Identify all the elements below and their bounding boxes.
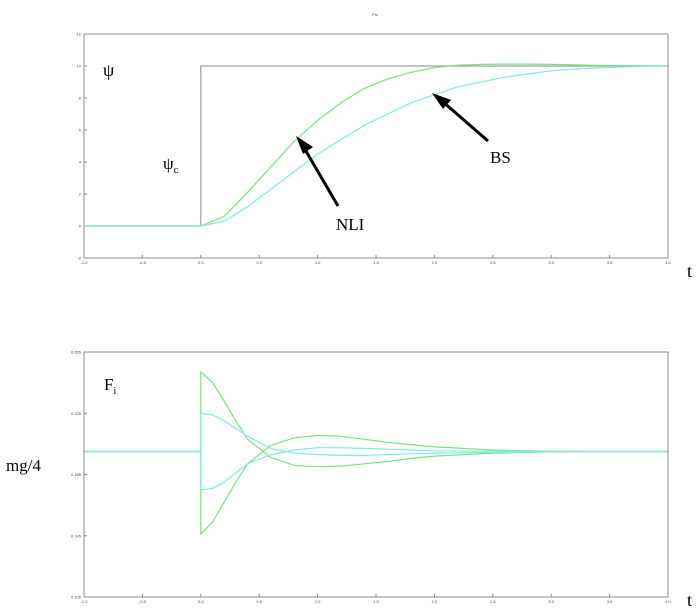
y-axis-ticks: 0.105 0.145 0.185 0.225 0.265 — [71, 350, 87, 600]
x-tick-label: -1.0 — [81, 260, 89, 265]
series-line-2 — [84, 412, 668, 456]
x-tick-label: 1.0 — [315, 599, 321, 604]
x-tick-label: 2.0 — [432, 599, 438, 604]
series-line-0 — [84, 65, 668, 227]
x-axis-ticks: -1.0 -0.5 0.0 0.5 1.0 1.5 2.0 2.5 3.0 3.5 4.0 — [81, 255, 672, 265]
series-line-0 — [84, 371, 668, 468]
y-tick-label: 2 — [79, 192, 82, 197]
y-tick-label: 4 — [79, 160, 82, 165]
psi-c-label: ψc — [163, 154, 179, 176]
x-tick-label: 0.5 — [256, 260, 262, 265]
plot-frame — [83, 351, 669, 598]
x-tick-label: -0.5 — [139, 260, 147, 265]
x-tick-label: -0.5 — [139, 599, 147, 604]
t-axis-label: t — [687, 590, 692, 610]
bs-label: BS — [490, 148, 511, 167]
x-tick-label: 3.5 — [607, 260, 613, 265]
x-tick-label: 0.0 — [198, 260, 204, 265]
y-tick-label: 12 — [77, 32, 82, 37]
x-axis-ticks: -1.0 -0.5 0.0 0.5 1.0 1.5 2.0 2.5 3.0 3.5 4.0 — [81, 594, 672, 604]
plot-lines — [84, 63, 669, 227]
psi-chart: Psi -2 0 2 4 6 8 10 12 -1.0 -0.5 0.0 0.5 1.0 1.5 2.0 2… — [77, 12, 692, 281]
plot-lines — [84, 371, 668, 535]
force-chart: 0.105 0.145 0.185 0.225 0.265 -1.0 -0.5 0.0 0.5… — [6, 350, 692, 611]
psi-label: ψ — [103, 60, 115, 80]
plot-frame — [83, 33, 669, 259]
x-tick-label: 1.5 — [373, 260, 379, 265]
x-tick-label: 2.5 — [490, 599, 496, 604]
y-tick-label: 0 — [79, 224, 82, 229]
y-tick-label: 6 — [79, 128, 82, 133]
y-tick-label: 0.185 — [71, 472, 82, 477]
x-tick-label: 0.5 — [256, 599, 262, 604]
x-tick-label: 3.0 — [548, 260, 554, 265]
y-tick-label: 0.105 — [71, 595, 82, 600]
nli-label: NLI — [336, 215, 365, 234]
series-line-1 — [84, 434, 668, 535]
y-tick-label: 0.145 — [71, 533, 82, 538]
series-line-3 — [84, 447, 668, 491]
x-tick-label: 3.5 — [607, 599, 613, 604]
x-tick-label: 1.0 — [315, 260, 321, 265]
y-tick-label: -2 — [77, 256, 81, 261]
x-tick-label: 4.0 — [665, 260, 671, 265]
y-tick-label: 10 — [77, 64, 82, 69]
t-axis-label: t — [687, 261, 692, 281]
x-tick-label: -1.0 — [81, 599, 89, 604]
x-tick-label: 3.0 — [548, 599, 554, 604]
f-label: Fi — [104, 375, 116, 397]
nli-arrow — [296, 136, 340, 207]
y-tick-label: 0.225 — [71, 411, 82, 416]
mg4-label: mg/4 — [6, 456, 41, 475]
series-line-2 — [84, 65, 669, 227]
x-tick-label: 4.0 — [665, 599, 671, 604]
x-tick-label: 2.5 — [490, 260, 496, 265]
series-line-1 — [84, 63, 669, 227]
x-tick-label: 0.0 — [198, 599, 204, 604]
y-tick-label: 0.265 — [71, 350, 82, 355]
chart-title: Psi — [372, 12, 378, 17]
bs-arrow — [432, 93, 489, 143]
x-tick-label: 2.0 — [432, 260, 438, 265]
y-tick-label: 8 — [79, 96, 82, 101]
x-tick-label: 1.5 — [373, 599, 379, 604]
